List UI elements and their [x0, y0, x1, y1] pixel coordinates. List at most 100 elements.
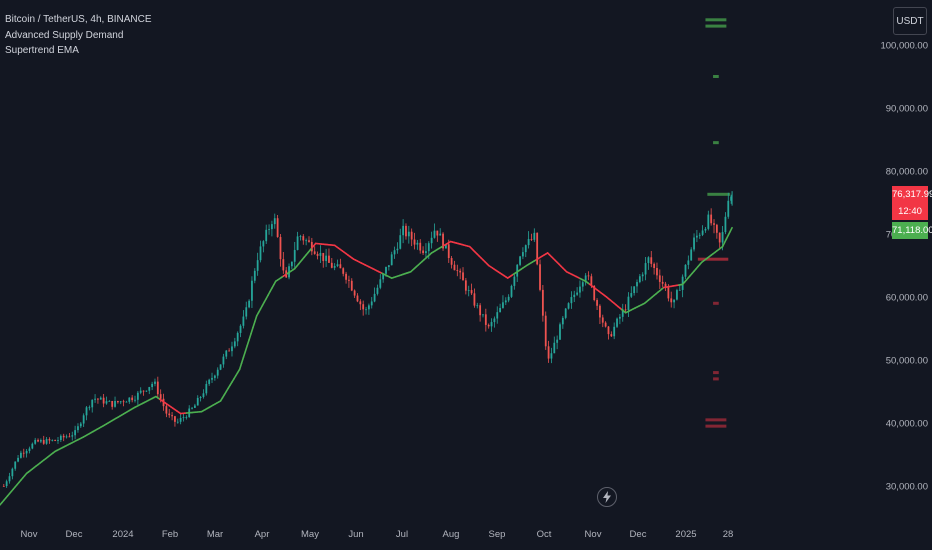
- candle-up: [439, 233, 442, 236]
- candle-up: [208, 379, 211, 384]
- candle-up: [125, 401, 128, 403]
- candle-down: [464, 280, 467, 291]
- candle-down: [536, 232, 539, 265]
- candle-down: [62, 435, 65, 438]
- candle-down: [2, 486, 5, 487]
- candle-up: [550, 353, 553, 359]
- candle-up: [476, 305, 479, 307]
- candle-up: [427, 243, 430, 252]
- supertrend-segment-up: [248, 332, 252, 341]
- candle-up: [305, 240, 308, 242]
- candle-up: [576, 292, 579, 295]
- candle-up: [584, 275, 587, 283]
- candle-down: [48, 439, 51, 441]
- candle-up: [108, 400, 111, 402]
- candle-up: [57, 440, 59, 441]
- candle-down: [276, 218, 279, 238]
- candle-down: [544, 315, 547, 347]
- candle-up: [211, 377, 213, 380]
- supertrend-segment-up: [238, 362, 243, 371]
- candle-down: [42, 440, 45, 444]
- candle-up: [213, 375, 216, 378]
- candle-up: [265, 229, 268, 242]
- candle-up: [522, 252, 524, 257]
- candle-up: [65, 436, 68, 438]
- candle-up: [524, 245, 527, 253]
- candle-up: [216, 369, 219, 376]
- candle-up: [119, 401, 122, 403]
- candle-up: [382, 273, 385, 280]
- candle-up: [336, 264, 339, 267]
- candle-up: [630, 293, 633, 297]
- demand-zone: [697, 257, 729, 261]
- candle-down: [308, 240, 310, 242]
- bar-countdown-label: 12:40: [898, 206, 922, 217]
- candle-up: [233, 341, 236, 347]
- candle-up: [290, 261, 293, 267]
- supertrend-price-tag: 71,118.00: [892, 222, 932, 239]
- candle-up: [641, 274, 644, 277]
- candle-up: [45, 439, 48, 444]
- demand-zone: [705, 424, 727, 428]
- time-axis[interactable]: Nov Dec 2024 Feb Mar Apr May Jun Jul Aug Sep Oct Nov…: [0, 520, 932, 550]
- candle-up: [136, 392, 139, 400]
- candle-up: [199, 396, 202, 398]
- indicator-supertrend-ema[interactable]: Supertrend EMA: [5, 45, 79, 56]
- candle-up: [25, 450, 28, 454]
- candle-up: [333, 266, 336, 268]
- time-tick-label: 2025: [675, 529, 696, 540]
- candle-up: [31, 443, 34, 449]
- last-price-label: 76,317.99: [892, 189, 932, 200]
- candle-up: [684, 264, 687, 277]
- candle-down: [590, 276, 593, 286]
- candle-up: [627, 296, 630, 311]
- candle-up: [425, 251, 427, 254]
- supply-zone: [713, 75, 719, 78]
- candle-down: [322, 252, 325, 261]
- candle-up: [242, 316, 245, 326]
- candle-up: [222, 356, 225, 365]
- candle-down: [593, 285, 596, 301]
- candle-up: [128, 397, 131, 402]
- candle-up: [633, 286, 636, 294]
- candle-down: [442, 233, 444, 249]
- candle-up: [467, 290, 470, 291]
- candle-up: [11, 468, 14, 477]
- price-tick-label: 100,000.00: [880, 41, 928, 52]
- lightning-icon[interactable]: [597, 487, 617, 507]
- candle-down: [313, 251, 316, 254]
- candle-up: [185, 417, 188, 418]
- candle-up: [182, 417, 185, 419]
- candle-up: [695, 235, 698, 238]
- candle-up: [8, 476, 11, 482]
- candle-up: [510, 285, 513, 297]
- candle-up: [616, 318, 618, 327]
- candle-down: [353, 290, 356, 296]
- candle-up: [581, 282, 584, 287]
- symbol-title[interactable]: Bitcoin / TetherUS, 4h, BINANCE: [5, 14, 152, 25]
- candle-down: [456, 270, 459, 271]
- indicator-advanced-supply-demand[interactable]: Advanced Supply Demand: [5, 29, 124, 41]
- candle-up: [245, 307, 248, 317]
- time-tick-label: Dec: [66, 529, 83, 540]
- candle-up: [236, 332, 239, 342]
- supertrend-segment-up: [240, 356, 245, 365]
- currency-unit-button[interactable]: USDT: [893, 7, 927, 35]
- candle-down: [111, 400, 114, 407]
- candle-down: [345, 273, 347, 280]
- candle-up: [296, 236, 299, 250]
- candle-up: [701, 230, 704, 235]
- candle-down: [156, 381, 159, 395]
- candle-down: [413, 239, 416, 245]
- demand-zone: [705, 418, 727, 422]
- candle-down: [168, 413, 171, 416]
- candle-down: [348, 279, 350, 281]
- candle-up: [556, 339, 559, 343]
- candle-down: [462, 272, 464, 281]
- price-axis[interactable]: 30,000.0040,000.0050,000.0060,000.0070,0…: [880, 0, 932, 520]
- candle-up: [51, 439, 54, 441]
- candle-up: [390, 254, 393, 266]
- candle-up: [559, 324, 561, 340]
